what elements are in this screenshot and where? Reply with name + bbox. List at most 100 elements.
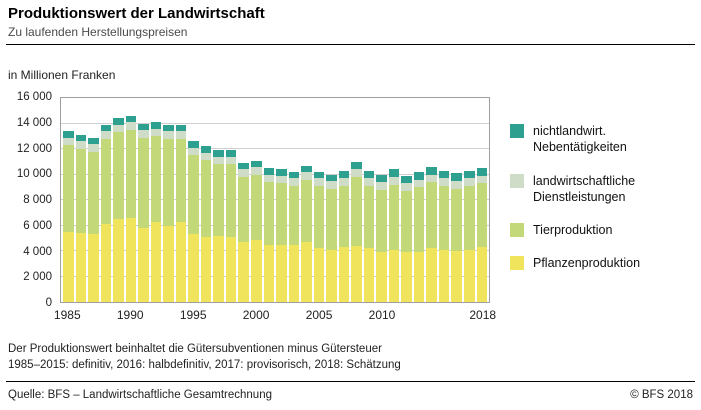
bar-1997 [213,98,224,302]
bar-segment [88,143,99,152]
gridline [61,199,489,200]
bar-segment [163,124,174,132]
x-tick-label: 2005 [305,308,333,322]
legend-item: Tierproduktion [510,222,695,238]
bar-segment [238,242,249,302]
bar-segment [150,122,162,129]
gridline [61,275,489,277]
bar-segment [276,175,287,184]
bar-segment [464,185,475,250]
bar-segment [313,248,325,302]
bar-2016 [451,98,462,302]
legend: nichtlandwirt. Nebentätigkeiten landwirts… [510,97,695,272]
bar-1994 [175,98,187,302]
footnote-status: 1985–2015: definitiv, 2016: halbdefiniti… [8,359,401,372]
bar-segment [238,177,249,243]
bar-segment [150,128,162,137]
bar-segment [313,178,325,186]
bar-segment [376,182,387,190]
bars [61,98,489,302]
bar-segment [238,169,249,178]
bar-segment [63,231,74,302]
y-tick-label: 2 000 [23,271,52,284]
gridline [61,224,489,226]
bar-segment [363,185,375,249]
legend-label: Pflanzenproduktion [533,256,641,271]
bar-segment [200,236,212,302]
header-divider [6,44,695,45]
legend-item: nichtlandwirt. Nebentätigkeiten [510,123,695,156]
plot-area: 1985 1990 1995 2000 2005 2010 2018 [54,97,496,322]
bar-segment [438,170,450,179]
x-tick-label: 1990 [116,308,144,322]
bar-segment [426,248,437,302]
x-tick-label: 2018 [469,308,497,322]
y-tick-label: 12 000 [16,142,52,155]
bar-segment [338,170,350,179]
bar-segment [276,244,287,302]
bar-2006 [326,98,337,302]
x-tick-label: 2000 [242,308,270,322]
bar-1991 [138,98,149,302]
bar-segment [376,189,387,253]
bar-segment [188,147,199,156]
bar-segment [338,178,350,186]
bar-segment [438,185,450,250]
legend-label: landwirtschaftliche Dienstleistungen [533,173,636,204]
bar-1990 [125,98,137,302]
bar-segment [150,221,162,302]
bar-segment [113,124,124,133]
bar-segment [388,177,400,185]
bar-segment [426,166,437,175]
bar-segment [476,183,488,248]
bar-segment [288,178,300,186]
y-tick-label: 10 000 [16,168,52,181]
bar-segment [138,137,149,229]
bar-segment [438,249,450,302]
gridline [61,122,489,124]
bar-segment [301,171,312,180]
bar-segment [63,131,74,138]
bar-1986 [75,98,87,302]
bar-segment [175,131,187,139]
bar-segment [150,136,162,222]
x-tick-label: 1985 [53,308,81,322]
bar-segment [413,171,425,180]
bar-segment [163,138,174,226]
bar-segment [250,239,262,302]
bar-segment [125,217,137,302]
bar-segment [376,252,387,302]
bar-segment [75,149,87,234]
bar-segment [401,252,412,302]
bar-2009 [363,98,375,302]
bar-2011 [388,98,400,302]
legend-swatch [510,173,524,188]
bar-segment [213,156,224,165]
bar-segment [100,124,112,132]
bar-1999 [238,98,249,302]
bar-segment [75,233,87,302]
bar-segment [125,122,137,130]
bar-segment [263,174,275,183]
bar-segment [75,141,87,150]
bar-segment [213,235,224,302]
bar-2004 [301,98,312,302]
bar-segment [276,183,287,245]
legend-swatch [510,256,524,271]
bar-segment [476,247,488,302]
footnote-definition: Der Produktionswert beinhaltet die Güter… [8,343,382,355]
bar-segment [225,150,237,157]
bar-segment [88,151,99,235]
bar-segment [351,177,362,246]
bar-segment [288,185,300,245]
y-tick-label: 16 000 [16,91,52,103]
x-axis-labels: 1985 1990 1995 2000 2005 2010 2018 [54,308,496,330]
bar-1988 [100,98,112,302]
bar-segment [175,221,187,302]
bar-segment [288,171,300,179]
bar-segment [401,191,412,253]
bar-segment [301,242,312,302]
bar-segment [188,155,199,235]
bar-segment [401,175,412,184]
bar-1993 [163,98,174,302]
